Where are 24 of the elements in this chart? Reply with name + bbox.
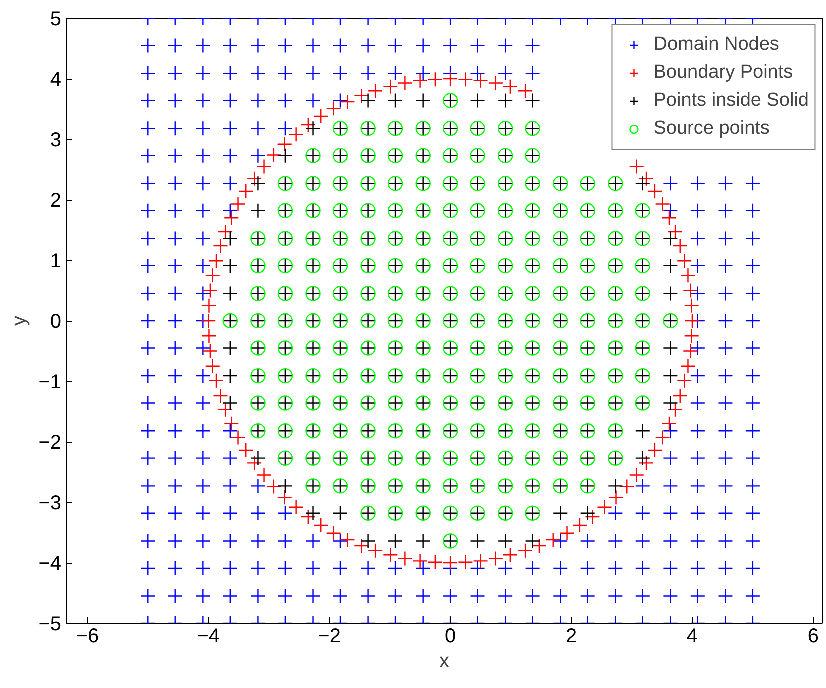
- x-axis-title: x: [440, 650, 450, 672]
- legend-label: Points inside Solid: [654, 89, 809, 113]
- legend-label: Domain Nodes: [654, 33, 780, 57]
- x-tick-label: −4: [197, 626, 220, 648]
- x-tick-label: −6: [76, 626, 100, 648]
- y-tick-label: −4: [38, 553, 62, 575]
- y-tick-label: 4: [50, 69, 62, 91]
- y-tick-label: 0: [50, 311, 62, 333]
- x-tick-label: 0: [444, 626, 456, 648]
- y-tick-label: −3: [38, 492, 62, 514]
- legend-label: Source points: [654, 117, 770, 141]
- y-tick-label: 5: [50, 8, 62, 30]
- x-tick-label: 4: [686, 626, 698, 648]
- y-tick-label: −5: [38, 614, 62, 636]
- y-axis-title: y: [8, 316, 31, 326]
- legend-label: Boundary Points: [654, 61, 794, 85]
- y-tick-label: 1: [50, 250, 62, 272]
- x-tick-label: −2: [318, 626, 341, 648]
- x-tick-label: 6: [808, 626, 819, 648]
- y-tick-label: 3: [50, 130, 62, 152]
- y-tick-label: 2: [50, 190, 62, 212]
- x-tick-label: 2: [566, 626, 578, 648]
- y-tick-label: −1: [38, 372, 62, 394]
- y-tick-label: −2: [38, 432, 62, 454]
